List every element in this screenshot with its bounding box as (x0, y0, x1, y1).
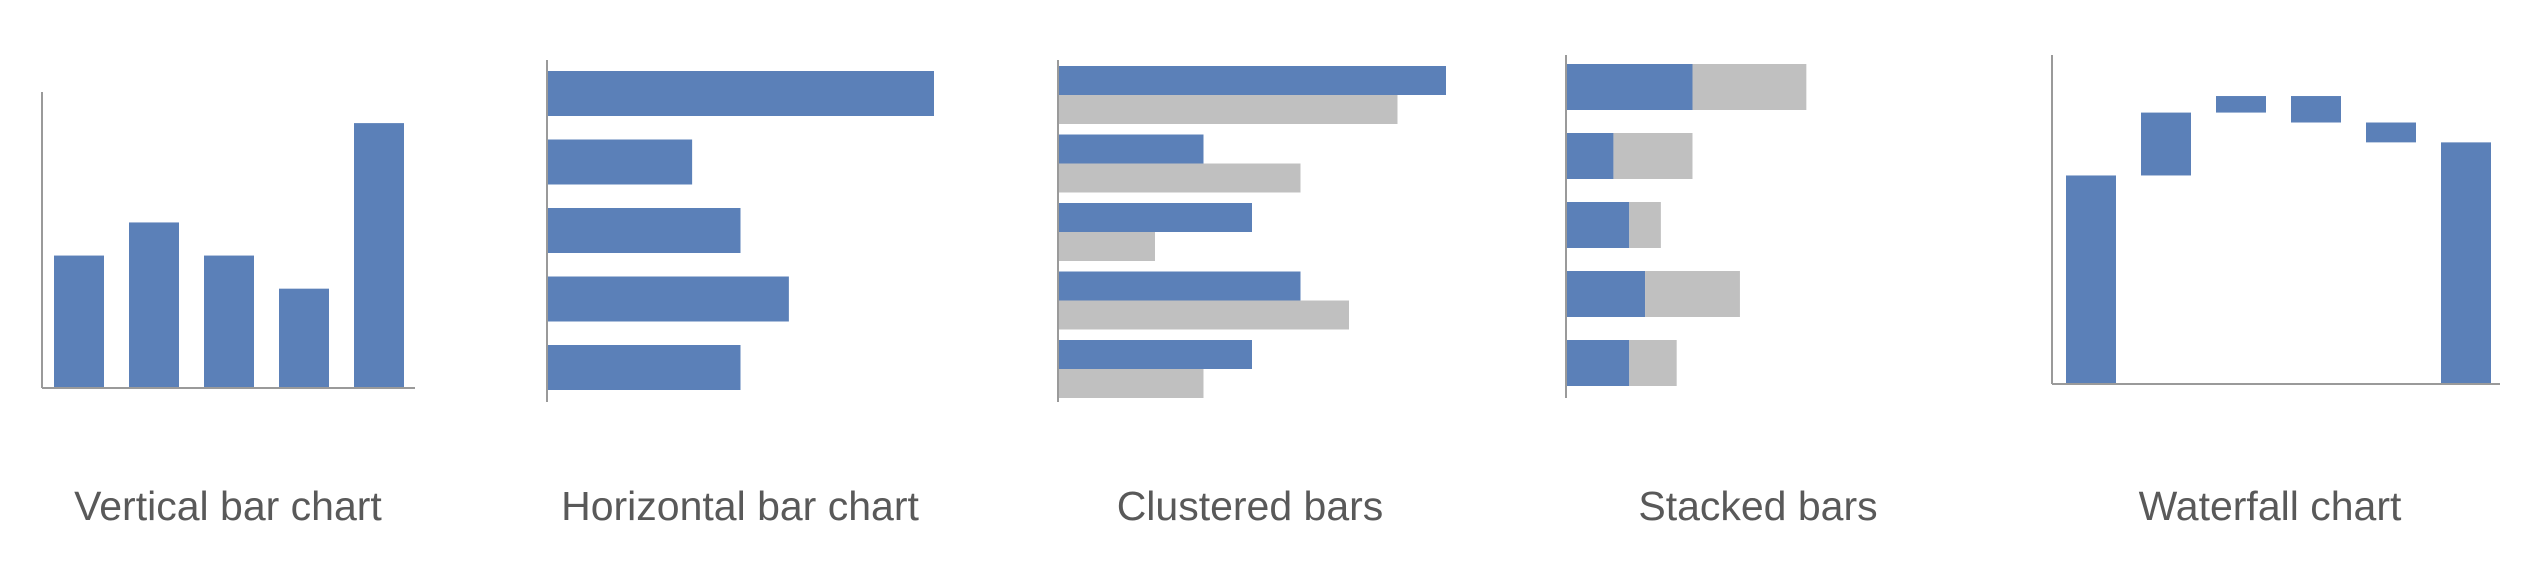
bar-segment-series-1 (1566, 64, 1693, 110)
chart-title: Stacked bars (1638, 483, 1877, 529)
bar (354, 123, 404, 388)
bar-series-2 (1058, 232, 1155, 261)
stacked-bar-chart: Stacked bars (1565, 55, 1878, 529)
bar-series-2 (1058, 300, 1349, 330)
chart-title: Waterfall chart (2139, 483, 2402, 529)
bar (547, 208, 741, 253)
bar-series-2 (1058, 95, 1398, 124)
bar (204, 255, 254, 388)
bar-series-2 (1058, 163, 1301, 193)
bar (129, 222, 179, 388)
bar-segment-series-1 (1566, 133, 1614, 179)
bar-series-1 (1058, 134, 1204, 164)
horizontal-bar-chart: Horizontal bar chart (546, 60, 934, 529)
bar-segment-series-2 (1629, 340, 1677, 386)
total-bar (2441, 142, 2491, 384)
waterfall-chart: Waterfall chart (2051, 55, 2500, 529)
bar-series-1 (1058, 340, 1252, 369)
change-bar (2141, 112, 2191, 176)
bar (54, 255, 104, 388)
bar (547, 139, 693, 185)
total-bar (2066, 175, 2116, 384)
bar-segment-series-1 (1566, 271, 1646, 317)
chart-title: Vertical bar chart (74, 483, 382, 529)
bar-series-1 (1058, 66, 1446, 95)
chart-title: Horizontal bar chart (561, 483, 919, 529)
change-bar (2366, 122, 2416, 143)
bar-series-2 (1058, 369, 1204, 398)
bar (547, 276, 789, 322)
bar (547, 71, 934, 116)
bar-segment-series-2 (1645, 271, 1740, 317)
bar-segment-series-2 (1613, 133, 1693, 179)
bar-series-1 (1058, 271, 1301, 301)
bar (547, 345, 741, 390)
bar-segment-series-1 (1566, 202, 1630, 248)
bar-segment-series-2 (1629, 202, 1661, 248)
change-bar (2216, 96, 2266, 113)
bar (279, 288, 329, 388)
clustered-bar-chart: Clustered bars (1057, 60, 1446, 529)
bar-series-1 (1058, 203, 1252, 232)
chart-title: Clustered bars (1117, 483, 1384, 529)
bar-segment-series-1 (1566, 340, 1630, 386)
bar-segment-series-2 (1692, 64, 1807, 110)
change-bar (2291, 96, 2341, 123)
vertical-bar-chart: Vertical bar chart (41, 92, 415, 529)
